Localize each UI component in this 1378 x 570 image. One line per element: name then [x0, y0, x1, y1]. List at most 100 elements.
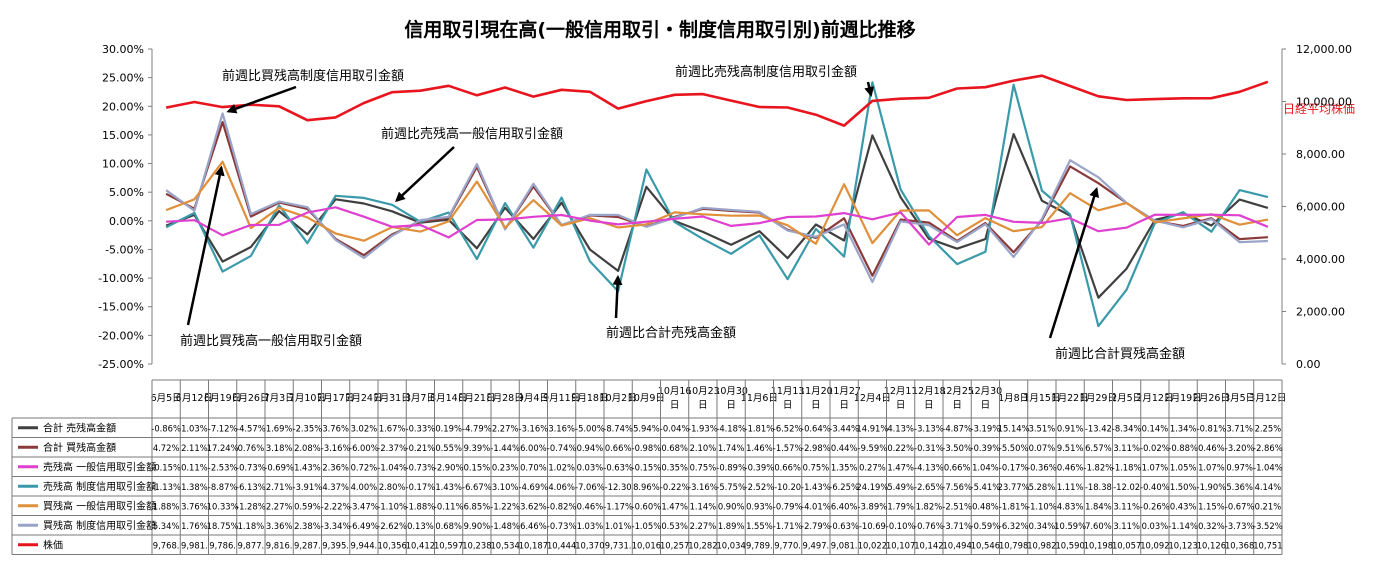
- table-cell: -4.18%: [716, 423, 746, 433]
- table-cell: 10,092: [1140, 540, 1169, 550]
- table-header-date: 11月20: [799, 386, 833, 397]
- table-cell: -1.13%: [151, 482, 181, 492]
- table-cell: -0.98%: [632, 443, 662, 453]
- table-header-date: 2月5日: [1111, 393, 1142, 404]
- table-cell: 3.11%: [1113, 443, 1140, 453]
- table-cell: -8.87%: [208, 482, 238, 492]
- table-cell: 1.46%: [746, 443, 773, 453]
- table-cell: 5.94%: [633, 423, 660, 433]
- table-cell: 1.01%: [605, 521, 632, 531]
- table-cell: 0.68%: [661, 443, 688, 453]
- table-cell: 9,395.: [322, 540, 349, 550]
- annotation-label: 前週比売残高一般信用取引金額: [381, 126, 563, 142]
- left-axis-tick-label: 20.00%: [102, 100, 144, 113]
- table-cell: 0.15%: [464, 462, 491, 472]
- table-cell: 14.91%: [856, 423, 888, 433]
- table-cell: 2.36%: [322, 462, 349, 472]
- table-cell: -1.90%: [1197, 482, 1227, 492]
- table-cell: -10.20: [774, 482, 801, 492]
- series-line: [165, 160, 1269, 245]
- table-cell: 9,816.: [266, 540, 293, 550]
- table-cell: 1.38%: [181, 482, 208, 492]
- table-cell: -6.13%: [236, 482, 266, 492]
- table-header-date: 日: [952, 400, 962, 411]
- left-axis-tick-label: 10.00%: [102, 158, 144, 171]
- table-cell: 1.03%: [577, 521, 604, 531]
- table-header-date: 2月26日: [1193, 393, 1230, 404]
- table-header-date: 日: [896, 400, 906, 411]
- table-cell: 0.93%: [746, 501, 773, 511]
- table-cell: -6.67%: [462, 482, 492, 492]
- table-cell: 10,142: [914, 540, 943, 550]
- table-cell: -2.86%: [1253, 443, 1283, 453]
- table-cell: -3.16%: [519, 423, 549, 433]
- series-lines: [165, 74, 1269, 328]
- table-cell: -0.60%: [632, 501, 662, 511]
- annotation-arrow: [1048, 186, 1099, 339]
- table-cell: 0.97%: [1226, 462, 1253, 472]
- legend-series-name: 合計 売残高金額: [43, 421, 116, 434]
- table-header-date: 7月3日: [264, 393, 295, 404]
- table-cell: -0.26%: [1140, 501, 1170, 511]
- table-cell: -5.00%: [575, 423, 605, 433]
- table-cell: -4.69%: [519, 482, 549, 492]
- annotation-label: 前週比合計売残高金額: [606, 325, 736, 341]
- table-header-date: 2月12日: [1136, 393, 1173, 404]
- table-cell: -0.11%: [434, 501, 464, 511]
- table-cell: 1.76%: [181, 521, 208, 531]
- table-cell: 6.40%: [831, 501, 858, 511]
- left-axis-tick-label: 25.00%: [102, 72, 144, 85]
- left-axis-tick-label: 30.00%: [102, 43, 144, 56]
- table-cell: -1.05%: [632, 521, 662, 531]
- table-header-date: 日: [981, 400, 991, 411]
- table-cell: -2.37%: [377, 443, 407, 453]
- table-cell: -0.74%: [547, 443, 577, 453]
- table-cell: 0.35%: [661, 462, 688, 472]
- table-cell: -5.75%: [716, 482, 746, 492]
- table-cell: 0.90%: [718, 501, 745, 511]
- table-cell: 9,731.: [605, 540, 632, 550]
- table-cell: 10,126: [1197, 540, 1226, 550]
- table-cell: 1.15%: [1198, 501, 1225, 511]
- table-cell: -2.98%: [801, 443, 831, 453]
- table-cell: 0.11%: [181, 462, 208, 472]
- table-cell: 1.47%: [887, 462, 914, 472]
- table-cell: 0.55%: [435, 443, 462, 453]
- table-cell: 1.04%: [972, 462, 999, 472]
- table-cell: -0.39%: [745, 462, 775, 472]
- table-cell: -3.20%: [1225, 443, 1255, 453]
- table-cell: -8.74%: [603, 423, 633, 433]
- table-cell: 10,034: [716, 540, 745, 550]
- table-cell: -1.43%: [801, 482, 831, 492]
- table-cell: 10,257: [660, 540, 689, 550]
- right-axis-tick-label: 0.00: [1296, 358, 1321, 371]
- table-cell: 10,123: [1168, 540, 1197, 550]
- table-cell: 2.27%: [492, 423, 519, 433]
- table-cell: 4.14%: [1255, 482, 1282, 492]
- table-cell: 0.46%: [1198, 443, 1225, 453]
- annotation-label: 前週比売残高制度信用取引金額: [675, 64, 857, 80]
- table-cell: 2.10%: [690, 443, 717, 453]
- table-cell: -2.51%: [942, 501, 972, 511]
- table-cell: -9.59%: [858, 443, 888, 453]
- table-cell: 4.00%: [351, 482, 378, 492]
- table-cell: 0.23%: [492, 462, 519, 472]
- table-cell: -6.49%: [349, 521, 379, 531]
- table-cell: -3.50%: [942, 443, 972, 453]
- table-cell: 10,494: [942, 540, 971, 550]
- left-axis-tick-label: -15.00%: [98, 301, 144, 314]
- table-cell: 3.76%: [322, 423, 349, 433]
- table-cell: -12.30: [605, 482, 632, 492]
- table-cell: -4.87%: [942, 423, 972, 433]
- table-header-date: 7月31日: [374, 393, 411, 404]
- right-axis-tick-label: 10,000.00: [1296, 96, 1352, 109]
- table-cell: 10,107: [886, 540, 915, 550]
- table-cell: 0.75%: [803, 462, 830, 472]
- table-cell: -0.31%: [914, 443, 944, 453]
- table-header-date: 11月6日: [741, 393, 778, 404]
- table-header-date: 7月17日: [317, 393, 354, 404]
- table-header-date: 2月19日: [1165, 393, 1202, 404]
- series-line: [165, 133, 1269, 299]
